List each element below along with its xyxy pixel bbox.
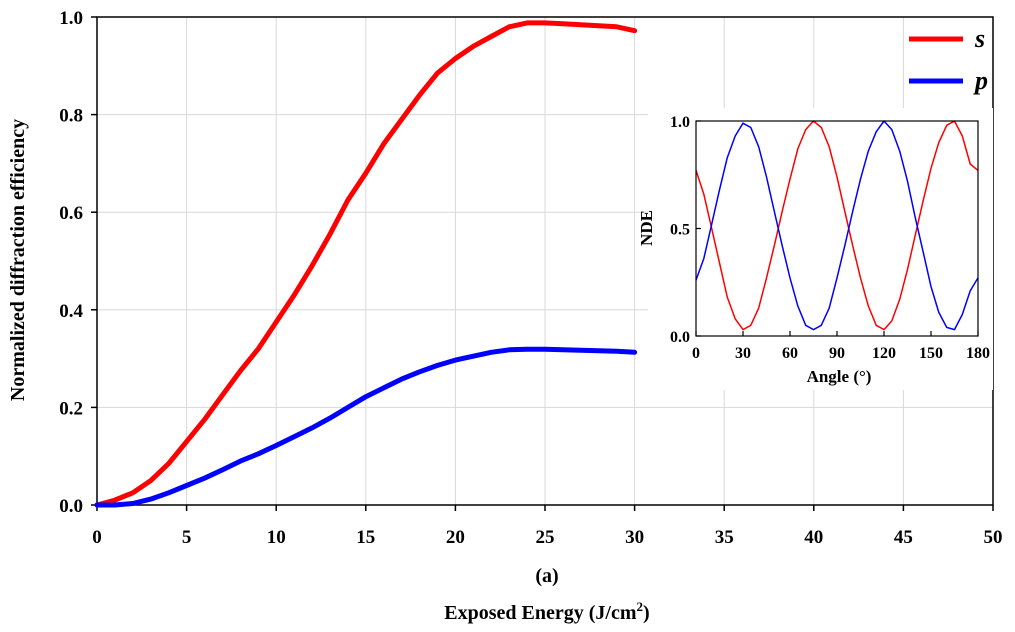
legend-label-s: s [974, 24, 985, 53]
inset-series-line-red [695, 120, 979, 331]
series-line-s [94, 20, 638, 508]
inset-x-axis-title: Angle (°) [807, 367, 872, 386]
x-axis-title-superscript: 2 [637, 599, 644, 614]
y-tick-label: 1.0 [59, 8, 83, 29]
x-tick-label: 45 [894, 527, 913, 548]
y-tick-label: 0.0 [59, 496, 83, 517]
x-tick-label: 20 [446, 527, 465, 548]
main-ticks: 0 5 10 15 20 25 30 35 40 45 50 0.0 0.2 0.4 0.6 0.8 1.0 [59, 8, 1002, 548]
x-tick-label: 30 [625, 527, 644, 548]
inset-x-tick-label: 120 [872, 345, 896, 362]
y-axis-title: Normalized diffraction efficiency [7, 119, 29, 401]
series-line-p [94, 346, 638, 508]
inset-x-tick-label: 60 [782, 345, 798, 362]
x-tick-label: 0 [92, 527, 102, 548]
inset-chart: 0 30 60 90 120 150 180 0.0 0.5 1.0 NDE Angle (°) [637, 108, 993, 390]
inset-x-tick-label: 0 [692, 345, 700, 362]
x-tick-label: 5 [182, 527, 192, 548]
inset-y-tick-label: 0.5 [670, 222, 690, 239]
y-tick-label: 0.6 [59, 203, 83, 224]
inset-x-tick-label: 30 [735, 345, 751, 362]
inset-y-tick-label: 1.0 [670, 114, 690, 131]
inset-y-tick-label: 0.0 [670, 329, 690, 346]
main-series [94, 20, 638, 508]
inset-x-tick-label: 90 [829, 345, 845, 362]
inset-x-tick-label: 180 [966, 345, 990, 362]
x-tick-label: 50 [984, 527, 1003, 548]
panel-label: (a) [535, 565, 558, 587]
inset-series-line-blue [695, 120, 979, 331]
inset-series [695, 120, 979, 331]
x-tick-label: 25 [536, 527, 555, 548]
x-tick-label: 15 [356, 527, 375, 548]
x-tick-label: 35 [715, 527, 734, 548]
y-tick-label: 0.8 [59, 106, 83, 127]
x-tick-label: 10 [267, 527, 286, 548]
x-axis-title-main: Exposed Energy (J/cm [444, 602, 637, 624]
x-axis-title-close: ) [643, 602, 650, 624]
x-axis-title: Exposed Energy (J/cm2) [444, 599, 649, 624]
x-tick-label: 40 [804, 527, 823, 548]
inset-ticks: 0 30 60 90 120 150 180 0.0 0.5 1.0 [670, 114, 990, 362]
y-tick-label: 0.4 [59, 301, 83, 322]
legend-label-p: p [973, 66, 988, 95]
legend: s p [909, 24, 988, 95]
y-tick-label: 0.2 [59, 398, 83, 419]
inset-x-tick-label: 150 [919, 345, 943, 362]
inset-y-axis-title: NDE [637, 210, 656, 246]
